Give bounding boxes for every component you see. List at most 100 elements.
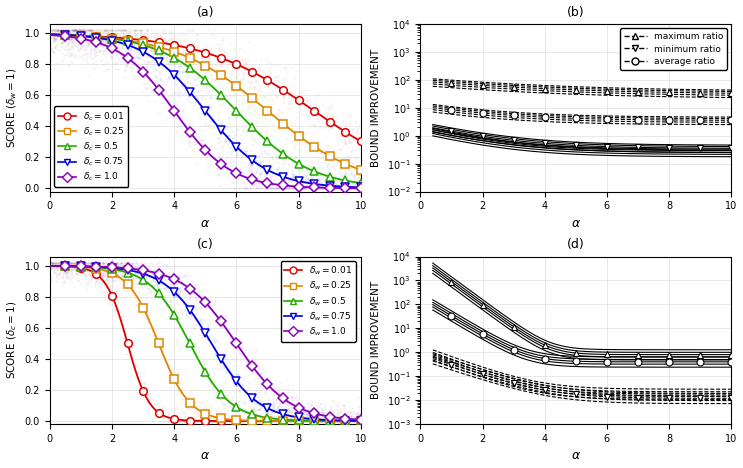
Point bbox=[120, 26, 132, 34]
Point bbox=[68, 44, 80, 52]
Point bbox=[327, 413, 339, 421]
Point bbox=[88, 259, 100, 266]
Point bbox=[328, 413, 340, 421]
Point bbox=[126, 56, 138, 64]
Point bbox=[93, 56, 105, 63]
Point bbox=[256, 185, 267, 192]
Point bbox=[236, 408, 248, 416]
Point bbox=[143, 46, 155, 53]
Point bbox=[62, 36, 74, 43]
Point bbox=[123, 259, 135, 266]
Point bbox=[163, 413, 175, 420]
Point bbox=[91, 61, 103, 68]
Point bbox=[278, 91, 290, 98]
Point bbox=[200, 52, 212, 60]
Point bbox=[48, 36, 60, 44]
Point bbox=[329, 171, 341, 179]
Point bbox=[60, 26, 72, 34]
Point bbox=[343, 417, 354, 424]
Point bbox=[85, 26, 97, 34]
Point bbox=[168, 59, 180, 67]
Point bbox=[71, 34, 83, 41]
Point bbox=[284, 185, 296, 192]
Point bbox=[290, 409, 302, 416]
Point bbox=[270, 94, 282, 102]
Point bbox=[250, 76, 262, 84]
Point bbox=[327, 408, 339, 416]
Point bbox=[120, 32, 132, 40]
Point bbox=[206, 30, 218, 37]
Point bbox=[345, 170, 357, 177]
Point bbox=[136, 277, 148, 285]
Point bbox=[216, 417, 228, 425]
Point bbox=[114, 278, 126, 285]
Point bbox=[354, 171, 366, 178]
Point bbox=[320, 417, 332, 425]
Point bbox=[353, 173, 365, 180]
Point bbox=[297, 399, 309, 406]
Point bbox=[288, 146, 300, 153]
Point bbox=[244, 383, 256, 391]
Point bbox=[141, 281, 153, 289]
Point bbox=[227, 92, 239, 99]
Point bbox=[295, 94, 307, 101]
Point bbox=[111, 26, 123, 34]
Point bbox=[59, 29, 71, 37]
Point bbox=[299, 148, 311, 156]
Point bbox=[316, 417, 328, 425]
Point bbox=[201, 111, 213, 119]
Point bbox=[325, 174, 337, 181]
Point bbox=[121, 46, 133, 54]
Point bbox=[251, 368, 263, 376]
Point bbox=[238, 409, 250, 417]
Point bbox=[336, 407, 348, 414]
Point bbox=[254, 417, 266, 425]
Point bbox=[119, 273, 131, 280]
Point bbox=[128, 283, 140, 290]
Point bbox=[132, 44, 144, 51]
Point bbox=[187, 56, 199, 63]
Point bbox=[53, 261, 65, 269]
Point bbox=[258, 403, 270, 410]
Point bbox=[329, 179, 341, 186]
Point bbox=[82, 37, 94, 44]
Point bbox=[244, 185, 256, 192]
Point bbox=[103, 38, 115, 45]
Point bbox=[216, 117, 228, 125]
Point bbox=[124, 41, 136, 49]
Point bbox=[311, 417, 322, 425]
Point bbox=[337, 402, 349, 410]
Point bbox=[58, 27, 70, 35]
Point bbox=[150, 273, 162, 281]
Point bbox=[175, 395, 187, 402]
Point bbox=[238, 126, 250, 134]
Point bbox=[276, 79, 288, 86]
Point bbox=[172, 68, 184, 75]
Point bbox=[322, 413, 334, 421]
Point bbox=[72, 26, 84, 34]
Point bbox=[211, 388, 223, 396]
Point bbox=[133, 275, 145, 282]
Point bbox=[256, 176, 268, 183]
Point bbox=[255, 414, 267, 422]
Point bbox=[180, 404, 192, 411]
Point bbox=[61, 263, 73, 271]
Point bbox=[299, 184, 311, 191]
Point bbox=[293, 126, 305, 134]
Point bbox=[178, 71, 190, 78]
Point bbox=[120, 272, 132, 279]
Point bbox=[128, 41, 140, 48]
Point bbox=[131, 26, 143, 34]
Point bbox=[124, 63, 136, 71]
Point bbox=[336, 417, 348, 425]
Point bbox=[252, 183, 264, 190]
Point bbox=[228, 61, 240, 69]
Point bbox=[259, 74, 271, 81]
Point bbox=[166, 355, 178, 363]
Point bbox=[200, 370, 212, 377]
Point bbox=[319, 417, 331, 425]
Point bbox=[236, 417, 248, 425]
Point bbox=[230, 112, 242, 120]
Point bbox=[287, 185, 299, 192]
Point bbox=[101, 269, 113, 277]
